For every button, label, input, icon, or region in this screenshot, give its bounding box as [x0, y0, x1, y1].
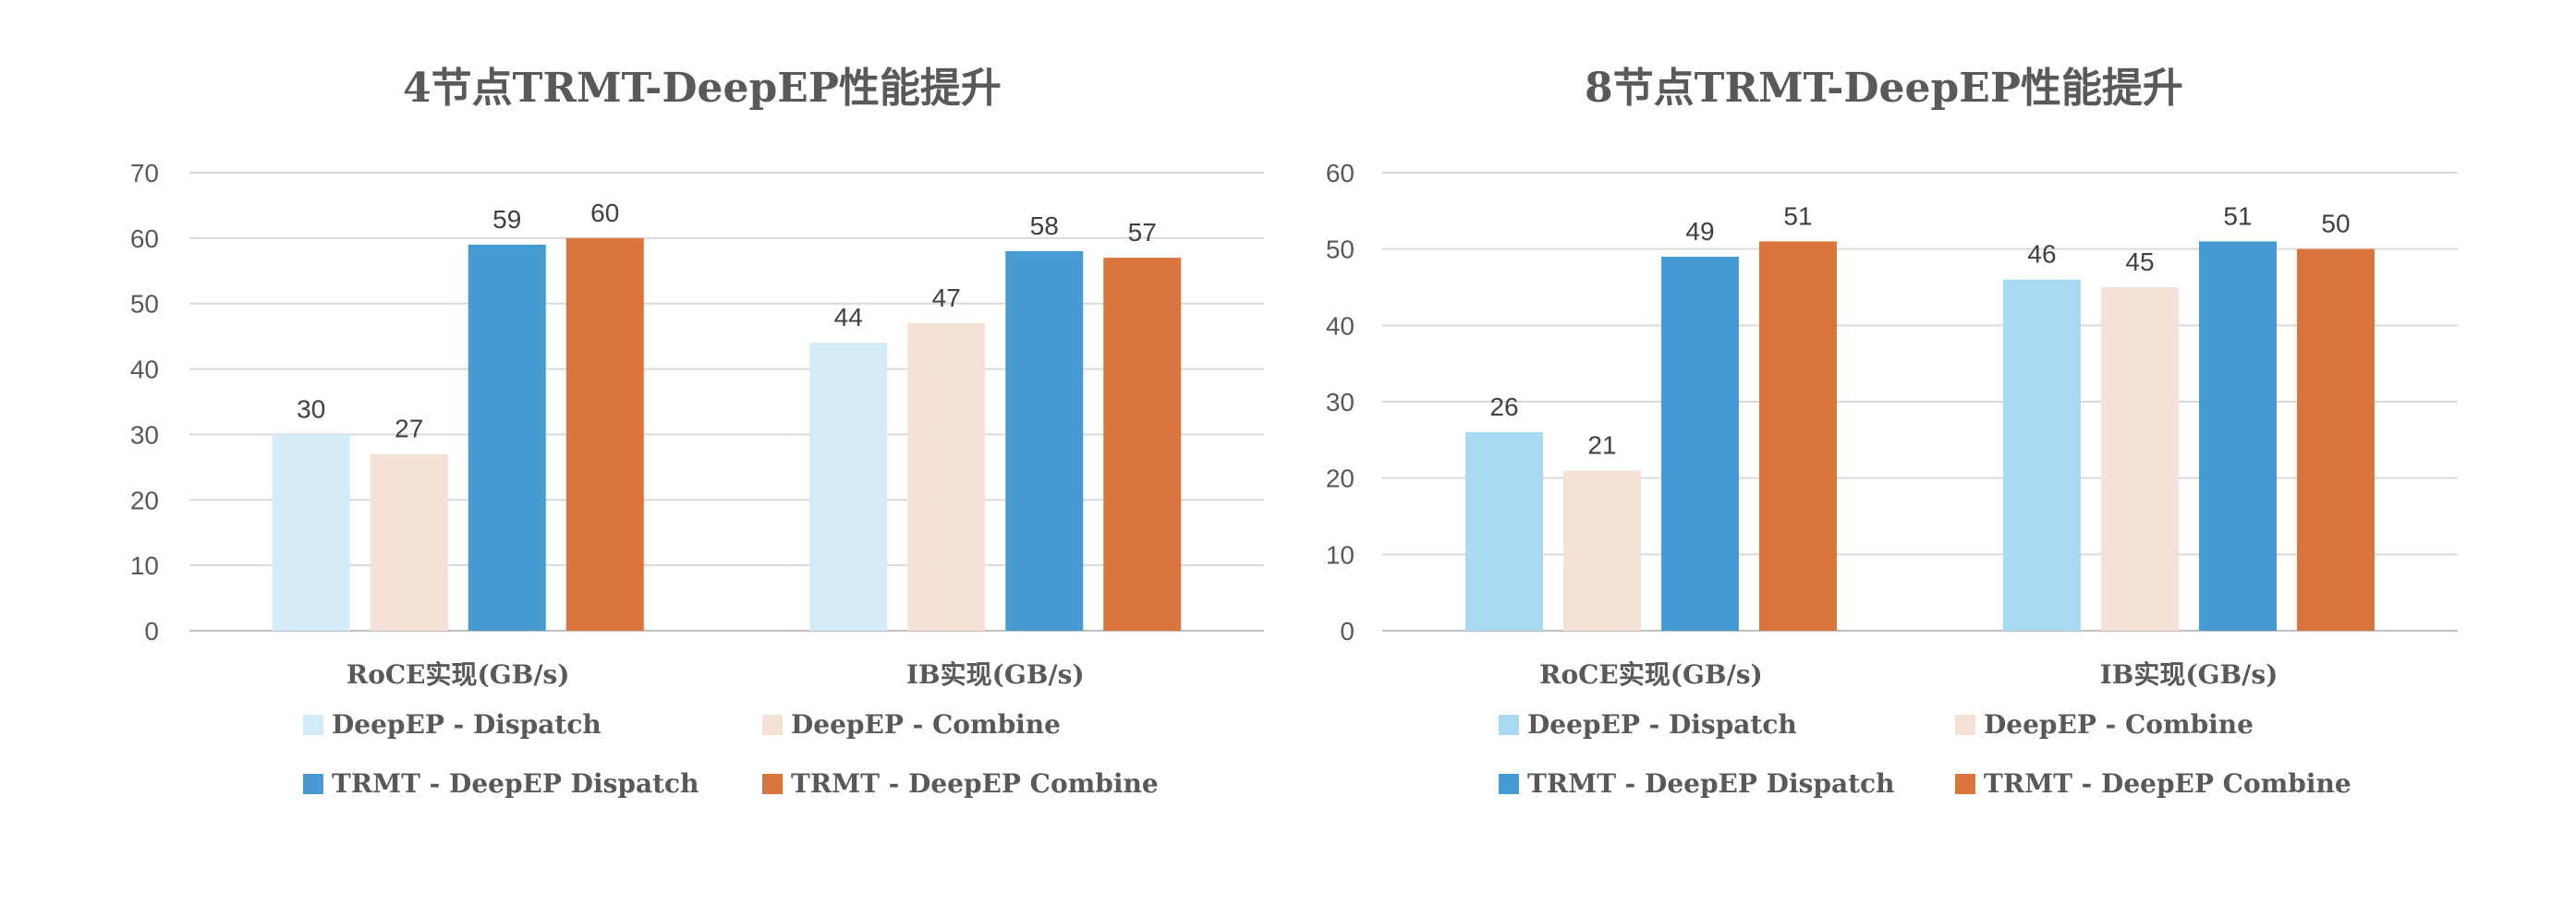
- bar: [1563, 470, 1641, 631]
- y-tick-label: 40: [130, 356, 159, 384]
- legend-label: DeepEP - Dispatch: [332, 709, 601, 740]
- chart-title: 8节点TRMT-DeepEP性能提升: [1585, 65, 2183, 112]
- x-tick-label: IB实现(GB/s): [2100, 659, 2278, 690]
- data-label: 51: [2223, 201, 2252, 230]
- bar: [1465, 432, 1543, 631]
- y-tick-label: 20: [1326, 465, 1355, 493]
- data-label: 30: [297, 394, 325, 423]
- bar-chart-4-node: 4节点TRMT-DeepEP性能提升 0 10 20 30 40 50 60 70 30 27 59 6…: [130, 65, 1264, 799]
- data-label: 59: [492, 205, 521, 234]
- bar: [1103, 258, 1182, 631]
- data-label: 50: [2321, 210, 2350, 238]
- data-label: 58: [1030, 211, 1059, 240]
- legend-label: DeepEP - Dispatch: [1527, 709, 1797, 740]
- bar: [565, 237, 644, 631]
- legend-swatch: [303, 774, 323, 794]
- data-label: 21: [1587, 430, 1616, 459]
- data-label: 51: [1783, 201, 1812, 230]
- legend-swatch: [303, 715, 323, 735]
- data-label: 60: [590, 199, 619, 227]
- bar: [1661, 256, 1739, 631]
- data-label: 44: [834, 303, 863, 332]
- bar: [2297, 248, 2375, 631]
- bar: [2199, 241, 2277, 631]
- y-tick-label: 10: [1326, 540, 1355, 569]
- x-tick-label: IB实现(GB/s): [906, 659, 1085, 690]
- data-label: 46: [2027, 240, 2056, 269]
- bar-chart-8-node: 8节点TRMT-DeepEP性能提升 0 10 20 30 40 50 60 26 21 49 51 R…: [1326, 65, 2458, 799]
- bar: [1759, 241, 1837, 631]
- y-tick-label: 50: [130, 290, 159, 319]
- y-tick-label: 30: [1326, 388, 1355, 416]
- data-label: 26: [1489, 392, 1518, 421]
- bar: [2101, 287, 2179, 631]
- y-tick-label: 0: [144, 617, 159, 646]
- bar: [809, 343, 888, 631]
- legend-label: TRMT - DeepEP Combine: [1984, 768, 2351, 799]
- y-tick-label: 50: [1326, 235, 1355, 264]
- bar: [468, 244, 546, 631]
- legend-label: DeepEP - Combine: [1984, 709, 2254, 740]
- chart-panel-8-node: 8节点TRMT-DeepEP性能提升 0 10 20 30 40 50 60 26 21 49 51 R…: [1288, 0, 2576, 905]
- legend-label: DeepEP - Combine: [791, 709, 1061, 740]
- y-tick-label: 20: [130, 486, 159, 514]
- bar: [2003, 279, 2081, 631]
- data-label: 49: [1685, 217, 1714, 246]
- data-label: 47: [932, 284, 961, 312]
- x-tick-label: RoCE实现(GB/s): [346, 659, 570, 690]
- bar: [370, 453, 448, 631]
- legend-swatch: [762, 715, 783, 735]
- legend-label: TRMT - DeepEP Dispatch: [1527, 768, 1894, 799]
- legend-swatch: [1955, 774, 1975, 794]
- bar: [907, 322, 986, 631]
- y-tick-label: 0: [1340, 617, 1355, 646]
- y-tick-label: 10: [130, 551, 159, 580]
- chart-title: 4节点TRMT-DeepEP性能提升: [403, 65, 1002, 112]
- y-tick-label: 40: [1326, 311, 1355, 340]
- y-tick-label: 60: [130, 224, 159, 253]
- y-tick-label: 70: [130, 159, 159, 187]
- legend-label: TRMT - DeepEP Dispatch: [332, 768, 699, 799]
- bar: [272, 434, 350, 631]
- y-tick-label: 60: [1326, 159, 1355, 187]
- legend-swatch: [762, 774, 783, 794]
- data-label: 45: [2125, 247, 2154, 276]
- legend-swatch: [1499, 774, 1519, 794]
- data-label: 57: [1128, 218, 1157, 247]
- legend-label: TRMT - DeepEP Combine: [791, 768, 1159, 799]
- chart-panel-4-node: 4节点TRMT-DeepEP性能提升 0 10 20 30 40 50 60 70 30 27 59 6…: [130, 65, 1264, 799]
- x-tick-label: RoCE实现(GB/s): [1539, 659, 1763, 690]
- data-label: 27: [395, 415, 423, 443]
- y-tick-label: 30: [130, 420, 159, 449]
- legend-swatch: [1955, 715, 1975, 735]
- legend-swatch: [1499, 715, 1519, 735]
- bar: [1005, 251, 1084, 631]
